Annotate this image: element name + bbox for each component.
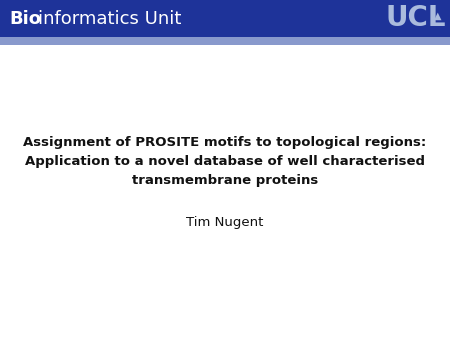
Text: ▲: ▲: [433, 11, 441, 21]
Text: informatics Unit: informatics Unit: [38, 9, 182, 28]
Text: UCL: UCL: [385, 4, 446, 32]
Bar: [0, 0, 450, 37]
Text: Bio: Bio: [9, 9, 41, 28]
Bar: [0, 37, 450, 45]
Text: Tim Nugent: Tim Nugent: [186, 216, 264, 229]
Text: Assignment of PROSITE motifs to topological regions:
Application to a novel data: Assignment of PROSITE motifs to topologi…: [23, 136, 427, 187]
